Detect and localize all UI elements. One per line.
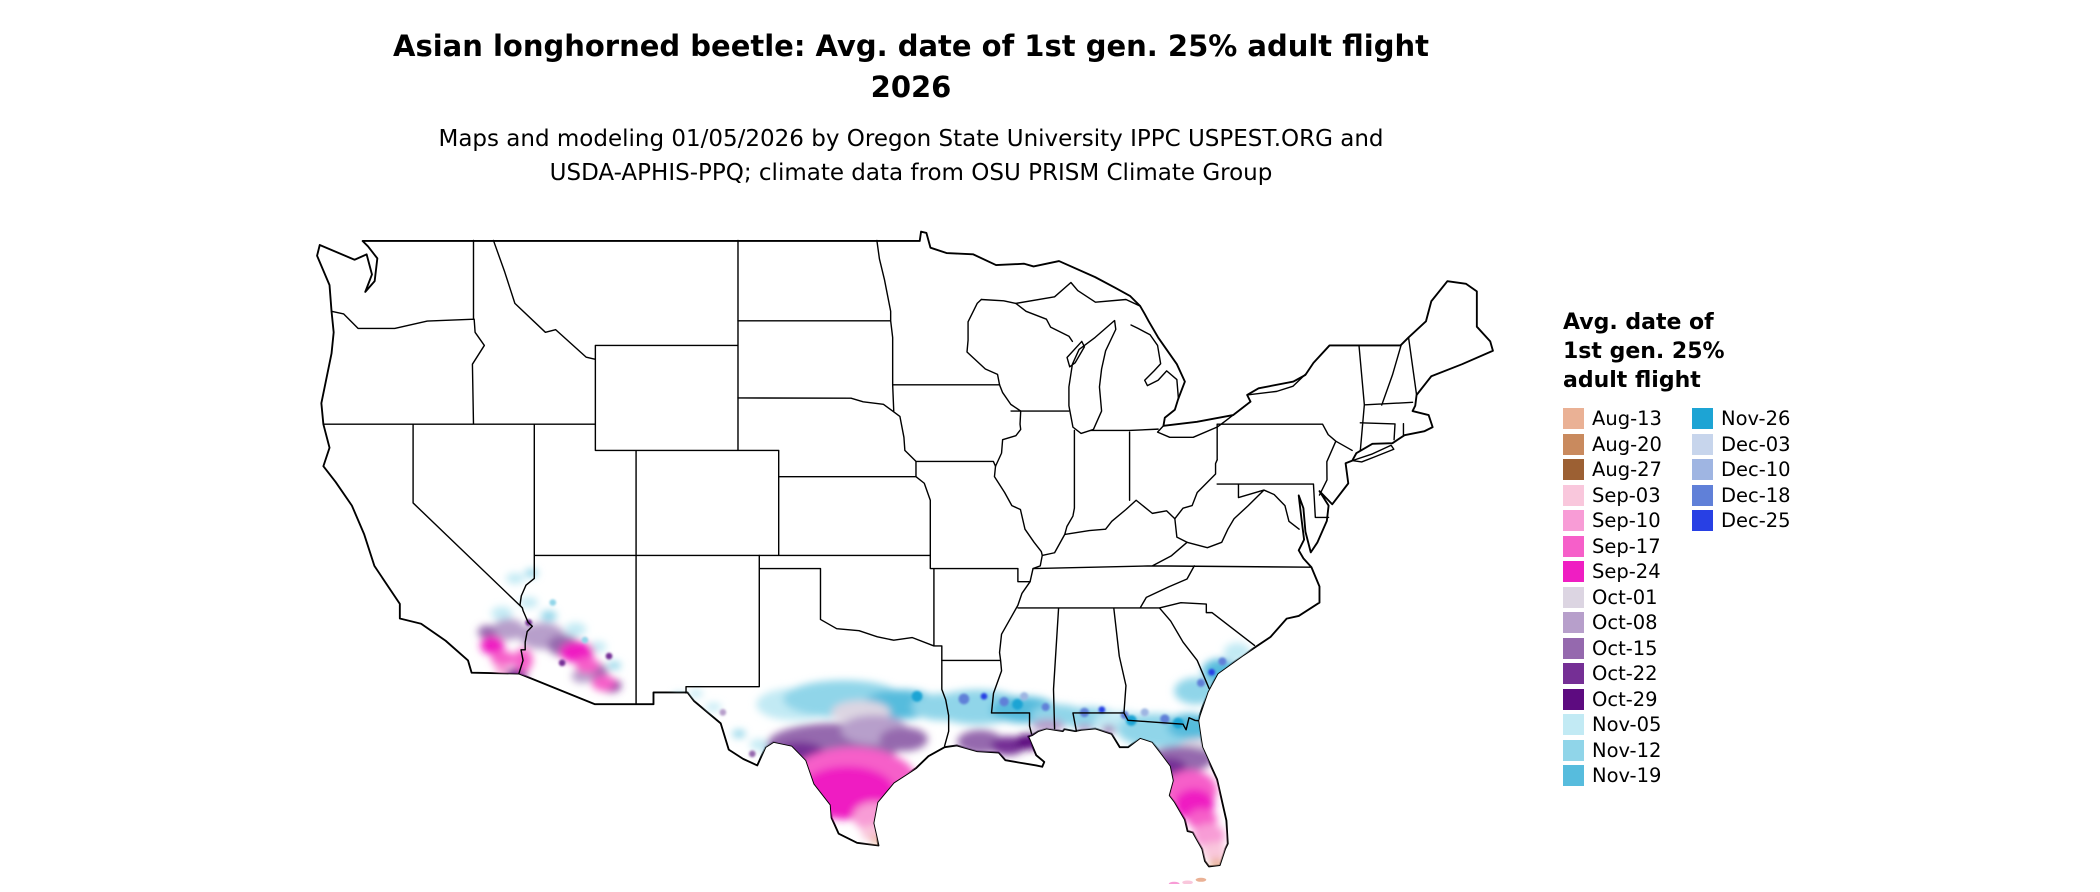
legend-row: Oct-01	[1563, 585, 1662, 611]
legend-swatch	[1692, 433, 1713, 455]
page-subtitle-line1: Maps and modeling 01/05/2026 by Oregon S…	[438, 126, 1384, 152]
legend-label: Dec-25	[1721, 509, 1791, 533]
legend-title-line1: Avg. date of	[1563, 310, 1714, 335]
legend-swatch	[1563, 586, 1584, 608]
legend-swatch	[1563, 510, 1584, 532]
legend-swatch	[1563, 459, 1584, 481]
legend-row: Dec-03	[1692, 432, 1791, 458]
legend-row: Nov-26	[1692, 406, 1791, 432]
state-borders-mississippi-river	[941, 298, 1043, 735]
legend-swatch	[1563, 561, 1584, 583]
lake-michigan	[1066, 319, 1117, 435]
legend-label: Nov-05	[1592, 713, 1662, 737]
legend-title-line2: 1st gen. 25%	[1563, 339, 1725, 364]
legend-row: Sep-03	[1563, 483, 1662, 509]
legend-row: Sep-24	[1563, 559, 1662, 585]
state-borders-northeast	[1186, 336, 1418, 549]
legend-row: Oct-08	[1563, 610, 1662, 636]
legend-label: Aug-20	[1592, 432, 1662, 456]
legend-row: Dec-18	[1692, 483, 1791, 509]
legend-column-2: Nov-26 Dec-03 Dec-10 Dec-18 Dec-25	[1692, 406, 1791, 534]
legend-label: Dec-03	[1721, 432, 1791, 456]
state-borders-west	[323, 239, 932, 705]
legend-label: Nov-26	[1721, 407, 1791, 431]
page-title: Asian longhorned beetle: Avg. date of 1s…	[311, 26, 1511, 108]
legend-row: Sep-17	[1563, 534, 1662, 560]
legend-row: Oct-22	[1563, 661, 1662, 687]
legend-swatch	[1692, 510, 1713, 532]
legend-label: Sep-17	[1592, 534, 1661, 558]
legend-label: Dec-10	[1721, 458, 1791, 482]
lake-erie-shore	[1156, 400, 1251, 439]
choropleth-region-southwest	[477, 569, 622, 693]
legend-swatch	[1563, 714, 1584, 736]
legend-swatch	[1563, 535, 1584, 557]
legend-row: Nov-05	[1563, 712, 1662, 738]
legend-swatch	[1563, 688, 1584, 710]
legend-column-1: Aug-13 Aug-20 Aug-27 Sep-03 Sep-10 Sep-17 Sep-…	[1563, 406, 1662, 789]
long-island	[1351, 444, 1395, 463]
legend-label: Sep-10	[1592, 509, 1661, 533]
legend-row: Oct-15	[1563, 636, 1662, 662]
legend-swatch	[1563, 739, 1584, 761]
legend-row: Aug-27	[1563, 457, 1662, 483]
legend-row: Dec-10	[1692, 457, 1791, 483]
choropleth-speckles	[525, 599, 1227, 758]
us-map	[301, 214, 1513, 884]
page-subtitle-line2: USDA-APHIS-PPQ; climate data from OSU PR…	[549, 160, 1273, 186]
page-subtitle: Maps and modeling 01/05/2026 by Oregon S…	[311, 122, 1511, 190]
legend-label: Oct-22	[1592, 662, 1658, 686]
state-borders-plains	[685, 239, 1031, 747]
legend-swatch	[1692, 484, 1713, 506]
legend-title-line3: adult flight	[1563, 368, 1701, 393]
us-map-svg	[316, 230, 1494, 884]
lake-superior-shore	[980, 281, 1141, 307]
legend-title: Avg. date of 1st gen. 25% adult flight	[1563, 308, 1725, 395]
legend-swatch	[1563, 433, 1584, 455]
legend-label: Dec-18	[1721, 483, 1791, 507]
legend-row: Oct-29	[1563, 687, 1662, 713]
legend-swatch	[1563, 765, 1584, 787]
choropleth-region-florida	[1117, 715, 1227, 867]
legend-swatch	[1692, 459, 1713, 481]
legend-label: Oct-08	[1592, 611, 1658, 635]
legend-row: Aug-20	[1563, 432, 1662, 458]
legend-swatch	[1692, 408, 1713, 430]
legend-label: Nov-12	[1592, 738, 1662, 762]
legend-label: Oct-01	[1592, 585, 1658, 609]
legend-swatch	[1563, 408, 1584, 430]
legend-label: Oct-29	[1592, 687, 1658, 711]
legend-row: Dec-25	[1692, 508, 1791, 534]
lake-huron-shore	[1130, 324, 1180, 400]
legend-label: Aug-13	[1592, 407, 1662, 431]
state-borders-midwest	[1010, 302, 1218, 557]
legend-label: Nov-19	[1592, 764, 1662, 788]
florida-keys	[1168, 877, 1207, 884]
legend-row: Aug-13	[1563, 406, 1662, 432]
legend-swatch	[1563, 637, 1584, 659]
lake-ontario-shore	[1246, 373, 1306, 396]
legend-label: Aug-27	[1592, 458, 1662, 482]
page-title-line2: 2026	[870, 70, 952, 104]
legend-swatch	[1563, 663, 1584, 685]
legend-swatch	[1563, 612, 1584, 634]
legend-label: Sep-24	[1592, 560, 1661, 584]
legend-swatch	[1563, 484, 1584, 506]
legend-row: Nov-19	[1563, 763, 1662, 789]
legend-row: Sep-10	[1563, 508, 1662, 534]
legend-label: Oct-15	[1592, 636, 1658, 660]
legend-label: Sep-03	[1592, 483, 1661, 507]
legend-row: Nov-12	[1563, 738, 1662, 764]
page-title-line1: Asian longhorned beetle: Avg. date of 1s…	[393, 29, 1429, 63]
